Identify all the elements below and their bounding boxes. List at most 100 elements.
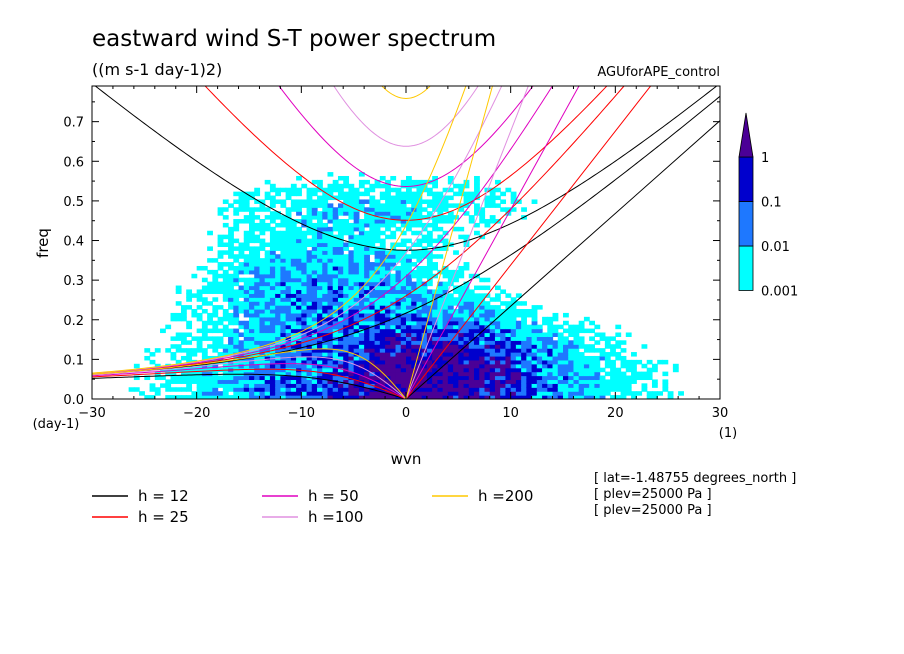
heat-cell [275,281,281,287]
heat-cell [207,379,213,384]
heat-cell [243,269,250,275]
heat-cell [494,348,501,353]
heat-cell [269,285,276,291]
heat-cell [201,367,208,373]
heat-cell [217,265,224,271]
heat-cell [447,273,454,279]
heat-cell [254,250,261,255]
heat-cell [301,285,308,291]
heat-cell [207,230,213,236]
heat-cell [280,348,287,353]
heat-cell [306,195,313,201]
heat-cell [311,289,318,294]
heat-cell [306,340,313,345]
heat-cell [348,309,355,314]
heat-cell [374,222,381,228]
heat-cell [374,230,381,236]
heat-cell [437,348,444,353]
heat-cell [416,265,423,271]
heat-cell [536,305,543,310]
heat-cell [222,387,229,392]
heat-cell [264,348,271,353]
heat-cell [259,316,266,322]
heat-cell [160,328,166,334]
heat-cell [484,332,491,337]
heat-cell [269,371,276,377]
heat-cell [437,203,444,208]
heat-cell [625,391,632,396]
heat-cell [406,367,412,373]
heat-cell [243,230,250,236]
heat-cell [557,352,564,357]
heat-cell [170,316,177,322]
heat-cell [275,312,281,318]
heat-cell [447,297,454,302]
heat-cell [254,199,261,204]
heat-cell [264,363,271,369]
heat-cell [379,183,386,189]
heat-cell [317,277,323,283]
heat-cell [510,328,517,334]
heat-cell [379,344,386,349]
heat-cell [479,211,486,216]
heat-cell [416,230,423,236]
heat-cell [186,320,193,326]
heat-cell [296,387,302,392]
heat-cell [290,363,297,369]
heat-cell [217,262,224,267]
heat-cell [489,332,496,337]
heat-cell [201,375,208,381]
heat-cell [201,348,208,353]
heat-cell [447,387,454,392]
heat-cell [285,273,292,279]
heat-cell [400,316,407,322]
heat-cell [426,191,433,197]
heat-cell [400,289,407,294]
heat-cell [411,355,418,361]
heat-cell [353,309,360,314]
heat-cell [275,265,281,271]
heat-cell [306,203,313,208]
heat-cell [421,387,428,392]
heat-cell [259,199,266,204]
heat-cell [604,387,611,392]
heat-cell [212,363,219,369]
heat-cell [385,211,391,216]
heat-cell [290,395,297,399]
heat-cell [395,203,402,208]
heat-cell [547,340,554,345]
heat-cell [416,219,423,224]
heat-cell [353,285,360,291]
heat-cell [416,242,423,248]
heat-cell [426,293,433,298]
mrg-curve-h100 [92,86,503,374]
heat-cell [474,312,480,318]
heat-cell [327,316,334,322]
heat-cell [348,301,355,306]
heat-cell [317,297,323,302]
heat-cell [322,215,329,220]
heat-cell [296,203,302,208]
heat-cell [484,371,491,377]
heat-cell [238,324,245,330]
heat-cell [301,359,308,365]
heat-cell [249,297,255,302]
heat-cell [275,387,281,392]
heat-cell [390,230,397,236]
heat-cell [453,191,459,197]
heat-cell [296,328,302,334]
heat-cell [400,297,407,302]
heat-cell [578,379,585,384]
heat-cell [358,371,365,377]
heat-cell [421,352,428,357]
heat-cell [353,246,360,251]
heat-cell [243,215,250,220]
heat-cell [374,340,381,345]
heat-cell [337,297,344,302]
heat-cell [489,340,496,345]
heat-cell [369,363,376,369]
heat-cell [468,273,475,279]
heat-cell [348,395,355,399]
heat-cell [474,332,480,337]
heat-cell [458,395,465,399]
